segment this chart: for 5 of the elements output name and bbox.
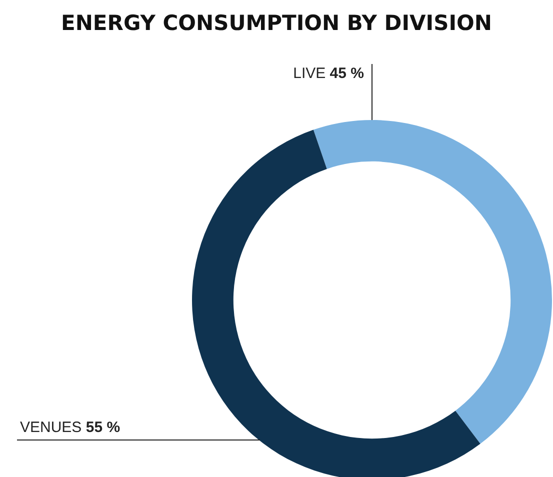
chart-title: ENERGY CONSUMPTION BY DIVISION xyxy=(60,10,493,37)
slice-label: LIVE xyxy=(293,65,326,82)
data-label: 55 % xyxy=(86,419,120,436)
data-label: 45 % xyxy=(330,65,364,82)
slice-label: VENUES xyxy=(20,419,82,436)
